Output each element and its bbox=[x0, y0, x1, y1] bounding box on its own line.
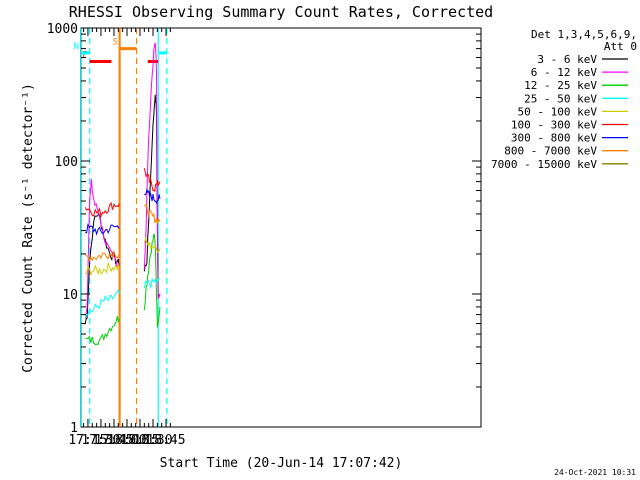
series-line bbox=[143, 168, 161, 193]
attenuator-markers: FN S bbox=[74, 28, 168, 427]
series-line bbox=[143, 42, 161, 300]
legend-entry-label: 100 - 300 keV bbox=[511, 119, 597, 132]
x-tick-label: 18:15 bbox=[120, 433, 159, 448]
y-axis-label: Corrected Count Rate (s⁻¹ detector⁻¹) bbox=[21, 83, 36, 373]
x-tick-label: 17:15 bbox=[68, 433, 107, 448]
series-line bbox=[143, 236, 161, 254]
series-line bbox=[84, 249, 120, 263]
legend-entry-label: 50 - 100 keV bbox=[518, 105, 598, 118]
x-tick-label: 18:00 bbox=[107, 433, 146, 448]
state-bar-label: N bbox=[74, 42, 79, 52]
legend-entry-label: 7000 - 15000 keV bbox=[491, 158, 597, 171]
state-bar-label: F bbox=[82, 50, 87, 60]
series-line bbox=[85, 316, 120, 346]
plot-frame bbox=[80, 27, 482, 428]
legend-entry-label: 6 - 12 keV bbox=[531, 66, 598, 79]
legend-entry-label: 3 - 6 keV bbox=[537, 53, 597, 66]
series-line bbox=[84, 178, 120, 319]
series-line bbox=[84, 201, 120, 218]
series-line bbox=[85, 223, 120, 236]
data-series bbox=[84, 42, 161, 346]
x-tick-label: 18:30 bbox=[133, 433, 172, 448]
series-line bbox=[143, 233, 161, 328]
state-bar-label: S bbox=[113, 38, 118, 48]
legend-header: Att 0 bbox=[604, 40, 637, 53]
legend-entry-label: 800 - 7000 keV bbox=[504, 145, 597, 158]
y-tick-label: 1000 bbox=[47, 22, 78, 37]
legend-entry-label: 300 - 800 keV bbox=[511, 132, 597, 145]
x-tick-label: 17:30 bbox=[81, 433, 120, 448]
series-line bbox=[144, 187, 161, 205]
x-tick-label: 17:45 bbox=[94, 433, 133, 448]
series-line bbox=[84, 288, 120, 318]
legend-entry-label: 25 - 50 keV bbox=[524, 92, 597, 105]
series-line bbox=[143, 277, 161, 290]
legend-entry-label: 12 - 25 keV bbox=[524, 79, 597, 92]
y-tick-label: 10 bbox=[62, 288, 78, 303]
series-line bbox=[84, 261, 120, 277]
chart-title: RHESSI Observing Summary Count Rates, Co… bbox=[69, 3, 493, 21]
x-axis-label: Start Time (20-Jun-14 17:07:42) bbox=[160, 456, 403, 471]
series-line bbox=[143, 202, 161, 225]
x-tick-label: 18:45 bbox=[146, 433, 185, 448]
footer-timestamp: 24-Oct-2021 10:31 bbox=[554, 468, 636, 477]
y-tick-label: 1 bbox=[70, 421, 78, 436]
legend-header: Det 1,3,4,5,6,9, bbox=[531, 28, 637, 41]
y-tick-label: 100 bbox=[55, 155, 78, 170]
